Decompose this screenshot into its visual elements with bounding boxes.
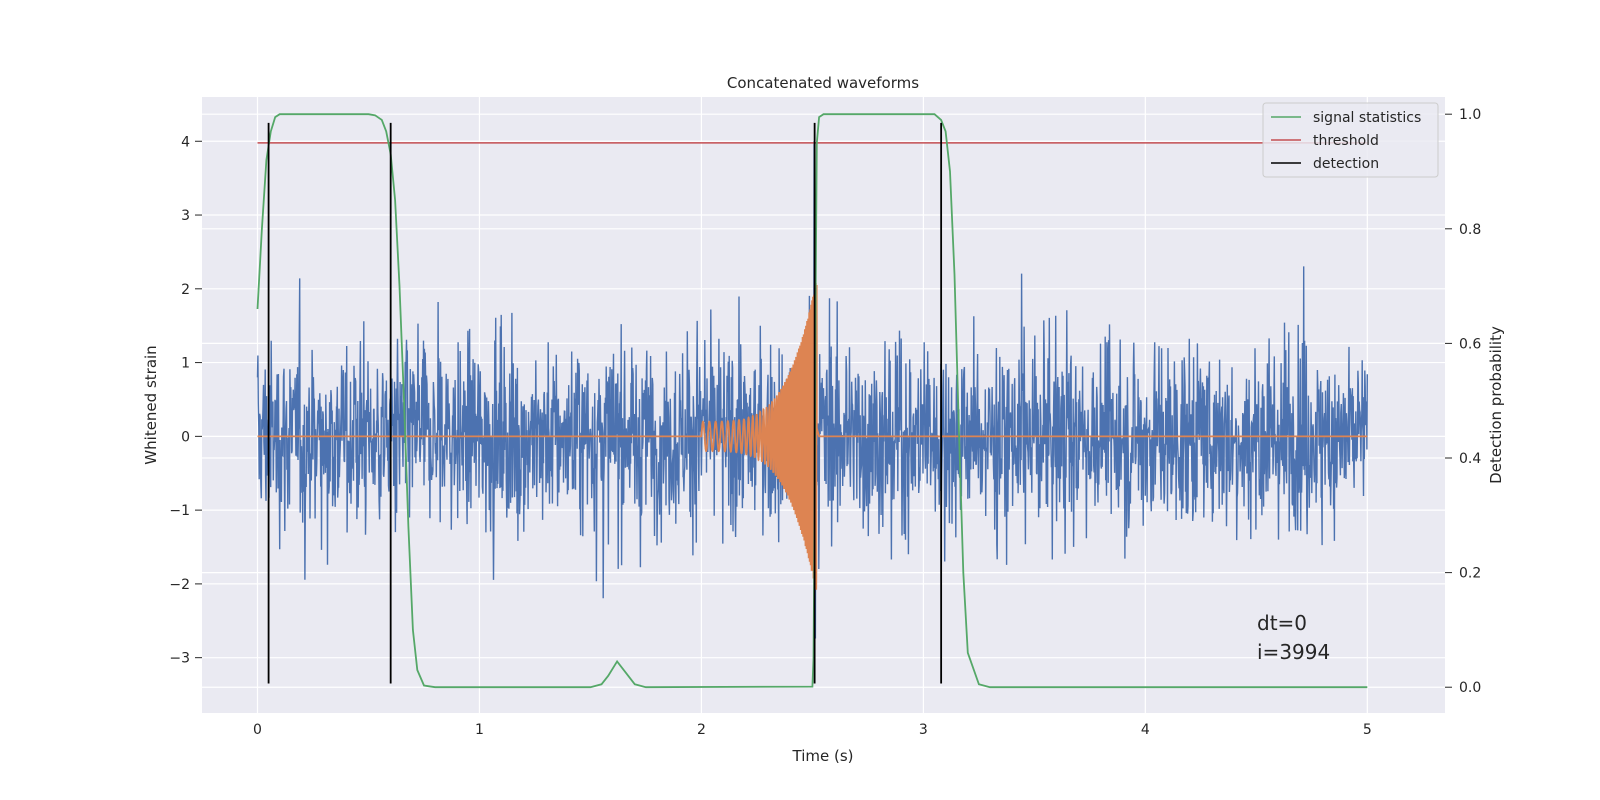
legend-label-signal-statistics: signal statistics xyxy=(1313,110,1421,126)
probability-series xyxy=(256,113,1368,689)
x-tick-label: 0 xyxy=(253,722,262,738)
legend-label-detection: detection xyxy=(1313,156,1379,172)
y2-tick-label: 0.8 xyxy=(1459,222,1481,238)
ticks: 0 1 2 3 4 5 −3 −2 −1 0 1 2 3 4 0.0 0.2 0.4 0.6 0.8 1.0 xyxy=(169,107,1481,738)
y-tick-label: 4 xyxy=(181,134,190,150)
y-tick-label: 2 xyxy=(181,282,190,298)
y2-tick-label: 0.2 xyxy=(1459,566,1481,582)
y-tick-label: 0 xyxy=(181,429,190,445)
y-axis-title: Whitened strain xyxy=(142,345,160,464)
x-tick-label: 2 xyxy=(697,722,706,738)
y-tick-label: −1 xyxy=(169,503,190,519)
y-tick-label: −3 xyxy=(169,651,190,667)
y2-tick-label: 0.0 xyxy=(1459,680,1481,696)
chart-title: Concatenated waveforms xyxy=(727,74,919,92)
signal-statistics-line xyxy=(256,113,1368,689)
template-line xyxy=(257,282,1368,590)
y2-tick-label: 0.6 xyxy=(1459,336,1481,352)
y2-tick-label: 1.0 xyxy=(1459,107,1481,123)
x-tick-label: 1 xyxy=(475,722,484,738)
y-tick-label: 1 xyxy=(181,356,190,372)
y2-axis-title: Detection probability xyxy=(1487,326,1505,484)
template-series xyxy=(257,282,1368,590)
x-tick-label: 5 xyxy=(1363,722,1372,738)
x-tick-label: 4 xyxy=(1141,722,1150,738)
x-axis-title: Time (s) xyxy=(792,747,854,765)
annotation-dt: dt=0 xyxy=(1257,611,1307,635)
x-tick-label: 3 xyxy=(919,722,928,738)
legend-label-threshold: threshold xyxy=(1313,133,1379,149)
annotation-iteration: i=3994 xyxy=(1257,640,1330,664)
legend-box xyxy=(1262,102,1439,178)
y2-tick-label: 0.4 xyxy=(1459,451,1481,467)
y-tick-label: 3 xyxy=(181,208,190,224)
y-tick-label: −2 xyxy=(169,577,190,593)
legend: signal statistics threshold detection xyxy=(1262,102,1439,178)
